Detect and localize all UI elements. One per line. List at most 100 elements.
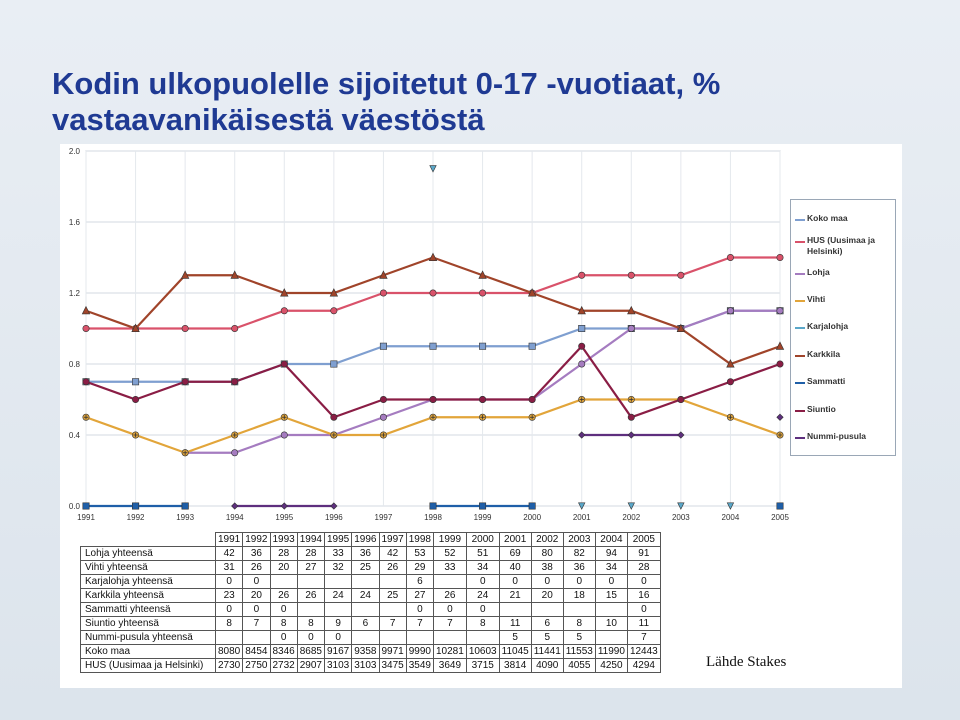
table-cell: 0 [214, 574, 244, 589]
table-row: Vihti yhteensä 31 26 20 27 32 25 26 29 33 34 40 38 36… [80, 560, 661, 575]
table-cell: 5 [562, 630, 596, 645]
legend-label: Siuntio [807, 404, 836, 414]
table-cell: 2907 [296, 658, 326, 673]
table-cell [498, 602, 532, 617]
legend-label: Vihti [807, 294, 826, 304]
table-cell [351, 630, 380, 645]
data-point-karjalohja [627, 502, 635, 510]
data-point-karkkila [726, 359, 735, 368]
table-cell: 5 [498, 630, 532, 645]
data-point-karjalohja [726, 502, 735, 510]
data-point-koko-maa [528, 342, 536, 350]
table-cell: 32 [323, 560, 353, 575]
legend-label: Karjalohja [807, 321, 849, 331]
legend-label: Lohja [807, 267, 830, 277]
data-point-nummi-pusula [330, 502, 338, 510]
data-point-hus-uusimaa-ja-helsinki [726, 254, 734, 262]
table-cell: 20 [530, 588, 564, 603]
table-cell: 18 [562, 588, 596, 603]
x-tick-label: 2001 [573, 513, 591, 522]
data-point-hus-uusimaa-ja-helsinki [429, 289, 437, 297]
data-point-siuntio [578, 342, 586, 350]
table-year-header: 2000 [465, 532, 500, 547]
slide-title-line-2: vastaavanikäisestä väestöstä [52, 102, 485, 137]
table-cell: 0 [433, 602, 467, 617]
y-tick-label: 2.0 [69, 147, 81, 156]
table-year-header: 2004 [594, 532, 628, 547]
table-cell [562, 602, 596, 617]
table-cell: 28 [296, 546, 326, 561]
table-cell: 6 [351, 616, 380, 631]
table-cell: 6 [530, 616, 564, 631]
table-cell: 23 [214, 588, 244, 603]
data-point-siuntio [330, 413, 338, 421]
data-point-karjalohja [429, 165, 437, 173]
y-tick-label: 0.0 [69, 502, 81, 511]
table-cell: 31 [214, 560, 244, 575]
data-point-karkkila [775, 341, 785, 350]
table-cell: 27 [405, 588, 435, 603]
data-table: 1991 1992 1993 1994 1995 1996 1997 1998 1999 2000… [80, 532, 661, 673]
table-year-header: 1992 [242, 532, 271, 547]
legend-label: Sammatti [807, 376, 846, 386]
data-point-koko-maa [330, 360, 338, 368]
data-point-siuntio [82, 378, 90, 386]
table-cell [594, 630, 628, 645]
table-cell: 10603 [465, 644, 500, 659]
table-cell: 42 [214, 546, 244, 561]
data-point-karkkila [81, 305, 91, 315]
table-cell: 28 [626, 560, 661, 575]
legend-swatch [795, 241, 805, 243]
data-point-siuntio [379, 396, 387, 404]
data-point-hus-uusimaa-ja-helsinki [677, 271, 685, 279]
table-cell: 8454 [242, 644, 271, 659]
data-point-karkkila [131, 323, 140, 332]
table-cell: 9971 [378, 644, 407, 659]
table-cell: 0 [465, 574, 500, 589]
data-point-hus-uusimaa-ja-helsinki [776, 254, 784, 262]
x-tick-label: 2003 [672, 513, 690, 522]
data-point-siuntio [429, 396, 437, 404]
legend-swatch [795, 327, 805, 329]
table-cell: 0 [269, 602, 298, 617]
table-cell: 52 [433, 546, 467, 561]
chart-legend: Koko maa HUS (Uusimaa ja Helsinki) Lohja Vi… [790, 199, 896, 456]
source-note: Lähde Stakes [706, 654, 787, 670]
table-cell [242, 630, 271, 645]
table-year-header: 2003 [562, 532, 596, 547]
x-tick-label: 1997 [375, 513, 393, 522]
table-cell [351, 602, 380, 617]
data-point-lohja [231, 449, 239, 457]
table-cell: 26 [433, 588, 467, 603]
table-row-label: Nummi-pusula yhteensä [80, 630, 216, 645]
table-cell: 26 [242, 560, 271, 575]
data-point-siuntio [231, 378, 239, 386]
table-cell: 9167 [323, 644, 353, 659]
table-cell: 0 [323, 630, 353, 645]
legend-label: HUS (Uusimaa ja Helsinki) [807, 235, 876, 256]
table-cell: 4055 [562, 658, 596, 673]
legend-label: Koko maa [807, 213, 848, 223]
table-year-header: 1998 [405, 532, 435, 547]
data-point-koko-maa [379, 342, 387, 350]
table-year-header: 2002 [530, 532, 564, 547]
table-cell [530, 602, 564, 617]
data-point-sammatti [82, 502, 90, 510]
x-tick-label: 1991 [77, 513, 95, 522]
table-year-header: 1993 [269, 532, 298, 547]
x-tick-label: 1994 [226, 513, 244, 522]
table-cell: 91 [626, 546, 661, 561]
table-cell: 29 [405, 560, 435, 575]
table-row-label: Koko maa [80, 644, 216, 659]
x-tick-label: 1992 [127, 513, 145, 522]
data-point-lohja [627, 325, 635, 333]
table-cell: 69 [498, 546, 532, 561]
data-point-karkkila [527, 288, 537, 297]
table-cell: 24 [465, 588, 500, 603]
table-row-label: Lohja yhteensä [80, 546, 216, 561]
legend-swatch [795, 273, 805, 275]
table-cell: 8 [296, 616, 326, 631]
x-tick-label: 1996 [325, 513, 343, 522]
legend-swatch [795, 410, 805, 412]
table-cell: 3475 [378, 658, 407, 673]
